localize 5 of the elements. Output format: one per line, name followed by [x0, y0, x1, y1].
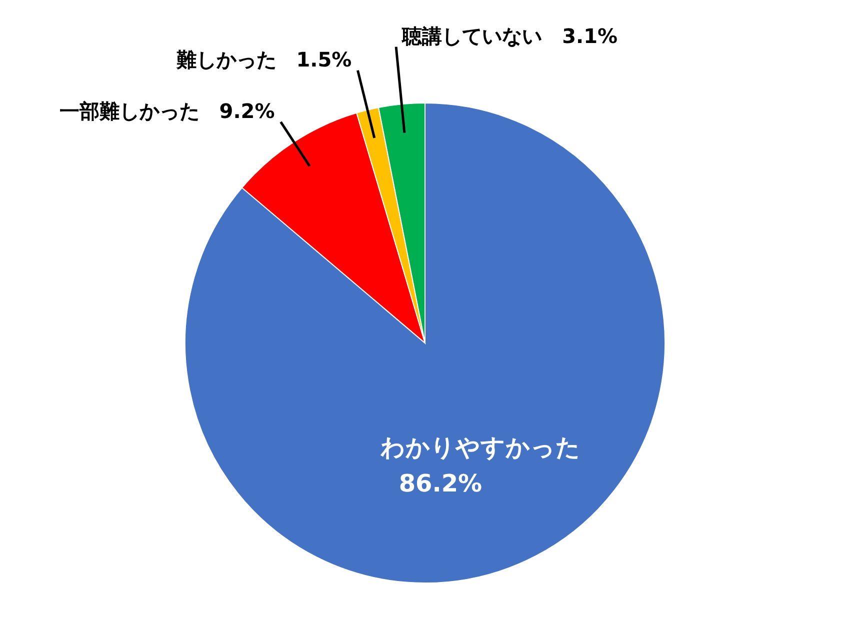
slice-label: 一部難しかった 9.2%	[59, 98, 275, 123]
slice-label: わかりやすかった	[379, 434, 580, 462]
slice-label: 難しかった 1.5%	[175, 47, 352, 72]
slice-label: 聴講していない 3.1%	[401, 24, 618, 48]
data-label: 86.2%	[398, 470, 482, 498]
